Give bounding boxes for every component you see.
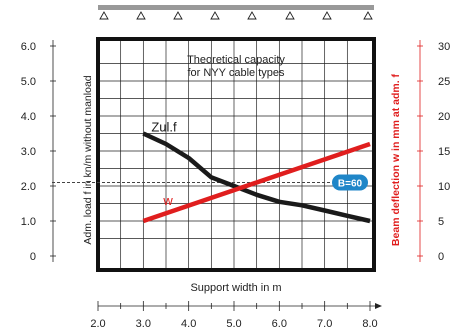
support-triangle bbox=[247, 11, 257, 20]
reference-badge-label: B=60 bbox=[338, 179, 363, 190]
y-left-tick-label: 3.0 bbox=[21, 146, 36, 158]
y-right-tick-label: 25 bbox=[438, 76, 450, 88]
y-left-tick-label: 6.0 bbox=[21, 41, 36, 53]
reference-badge bbox=[332, 174, 368, 191]
support-triangle bbox=[285, 11, 295, 20]
y-left-tick-label: 2.0 bbox=[21, 181, 36, 193]
x-tick-label: 5.0 bbox=[226, 318, 241, 330]
y-left-tick-label: 5.0 bbox=[21, 76, 36, 88]
y-right-tick-label: 30 bbox=[438, 41, 450, 53]
y-left-tick-label: 4.0 bbox=[21, 111, 36, 123]
y-right-tick-label: 10 bbox=[438, 181, 450, 193]
support-triangle bbox=[322, 11, 332, 20]
y-right-tick-label: 0 bbox=[438, 251, 444, 263]
series-label: w bbox=[162, 193, 173, 208]
axes: 0 1.0 2.0 3.0 4.0 5.0 6.0 0 5 10 15 20 25 30 2.0 3.0 4.0… bbox=[21, 37, 450, 330]
grid bbox=[98, 39, 374, 270]
series-label: Zul.f bbox=[151, 120, 177, 135]
beam-bar bbox=[98, 5, 374, 10]
x-axis-label: Support width in m bbox=[190, 282, 281, 294]
y-right-tick-label: 5 bbox=[438, 216, 444, 228]
x-tick-label: 4.0 bbox=[181, 318, 196, 330]
x-tick-label: 7.0 bbox=[317, 318, 332, 330]
support-triangle bbox=[99, 11, 109, 20]
support-beam-diagram bbox=[98, 5, 374, 20]
x-tick-label: 3.0 bbox=[136, 318, 151, 330]
y-right-tick-label: 20 bbox=[438, 111, 450, 123]
chart-title-line-1: Theoretical capacity bbox=[187, 54, 285, 66]
x-tick-label: 8.0 bbox=[362, 318, 377, 330]
y-left-tick-label: 0 bbox=[30, 251, 36, 263]
support-triangle bbox=[136, 11, 146, 20]
y-axis-right-label: Beam deflection w in mm at adm. f bbox=[390, 73, 402, 246]
plot-frame bbox=[96, 37, 376, 272]
chart-title-line-2: for NYY cable types bbox=[187, 67, 285, 79]
y-left-tick-label: 1.0 bbox=[21, 216, 36, 228]
text-layer: Theoretical capacity for NYY cable types… bbox=[82, 54, 402, 294]
series-line-w bbox=[142, 141, 371, 224]
x-tick-label: 2.0 bbox=[90, 318, 105, 330]
y-axis-left-label: Adm. load f in kn/m without manload bbox=[82, 75, 94, 244]
support-triangle bbox=[363, 11, 373, 20]
series-layer: B=60 Zul.f w bbox=[52, 120, 371, 224]
x-tick-label: 6.0 bbox=[272, 318, 287, 330]
plot-background bbox=[98, 39, 374, 270]
y-right-tick-label: 15 bbox=[438, 146, 450, 158]
x-axis-arrow bbox=[375, 303, 382, 309]
support-triangle bbox=[210, 11, 220, 20]
support-triangle bbox=[173, 11, 183, 20]
